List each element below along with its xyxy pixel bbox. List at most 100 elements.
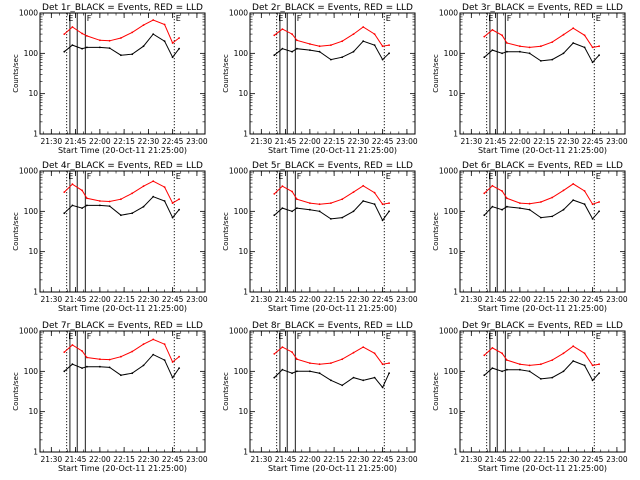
data-point xyxy=(483,35,486,38)
time-marker-label: E xyxy=(386,14,391,23)
time-marker-label: F xyxy=(297,14,302,23)
data-point xyxy=(131,31,134,34)
y-tick-label: 1 xyxy=(453,288,458,297)
time-marker-label: E xyxy=(488,14,493,23)
data-point xyxy=(483,192,486,195)
data-point xyxy=(81,367,83,369)
series-line xyxy=(273,40,390,61)
data-point xyxy=(388,362,390,364)
time-marker-label: E xyxy=(596,14,601,23)
x-tick-label: 21:45 xyxy=(65,137,87,146)
y-tick-label: 1 xyxy=(453,130,458,139)
x-tick-label: 21:45 xyxy=(275,137,297,146)
panel-det-2: Det 2r_BLACK = Events, RED = LLD 1 10 100 10… xyxy=(222,3,418,155)
panel-title: Det 7r_BLACK = Events, RED = LLD xyxy=(42,321,203,331)
data-point xyxy=(528,46,531,49)
y-tick-label: 1 xyxy=(243,448,248,457)
data-point xyxy=(491,49,494,51)
time-marker-label: F xyxy=(297,172,302,181)
data-point xyxy=(506,42,508,44)
x-tick-label: 21:30 xyxy=(41,137,63,146)
data-point xyxy=(142,343,145,346)
series-lld xyxy=(483,27,600,49)
data-point xyxy=(131,212,134,215)
y-tick-label: 1000 xyxy=(439,9,458,18)
data-point xyxy=(528,208,531,211)
plot-frame xyxy=(459,12,626,135)
y-tick-label: 1000 xyxy=(19,9,38,18)
panel-det-5: Det 5r_BLACK = Events, RED = LLD 1 10 100 10… xyxy=(222,161,418,313)
panel-det-8: Det 8r_BLACK = Events, RED = LLD 1 10 100 10… xyxy=(222,321,418,473)
data-point xyxy=(291,372,293,375)
time-marker-label: E xyxy=(278,14,283,23)
time-marker-label: F xyxy=(87,14,92,23)
y-axis-label: Counts/sec xyxy=(12,212,20,251)
data-point xyxy=(120,214,122,217)
data-point xyxy=(309,362,311,364)
data-point xyxy=(341,56,344,59)
series-events xyxy=(273,368,390,389)
data-point xyxy=(491,29,494,31)
data-point xyxy=(483,374,486,377)
time-marker-label: F xyxy=(507,172,512,181)
y-tick-label: 100 xyxy=(444,367,459,376)
plot-frame xyxy=(39,170,206,293)
data-point xyxy=(362,200,365,202)
x-tick-label: 21:45 xyxy=(65,295,87,304)
data-point xyxy=(108,200,111,203)
data-point xyxy=(171,42,174,44)
y-tick-label: 1 xyxy=(33,288,38,297)
y-axis-label: Counts/sec xyxy=(12,54,20,93)
data-point xyxy=(86,356,88,359)
x-tick-label: 22:00 xyxy=(299,137,321,146)
x-tick-label: 22:30 xyxy=(348,295,370,304)
data-point xyxy=(352,210,355,213)
data-point xyxy=(309,202,311,205)
data-point xyxy=(528,52,531,55)
data-point xyxy=(171,361,174,363)
series-lld xyxy=(63,180,181,205)
data-point xyxy=(163,359,166,361)
panel-det-7: Det 7r_BLACK = Events, RED = LLD 1 10 100 10… xyxy=(12,321,208,473)
x-tick-label: 22:00 xyxy=(509,455,531,464)
time-marker-label: E xyxy=(68,172,73,181)
x-axis-label: Start Time (20-Oct-11 21:25:00) xyxy=(268,146,397,155)
data-point xyxy=(598,372,600,375)
x-axis-label: Start Time (20-Oct-11 21:25:00) xyxy=(58,146,187,155)
data-point xyxy=(99,39,101,42)
data-point xyxy=(131,192,134,195)
data-point xyxy=(572,360,575,362)
series-events xyxy=(483,42,600,64)
data-point xyxy=(501,52,503,55)
data-point xyxy=(598,363,600,366)
data-point xyxy=(281,368,284,371)
series-line xyxy=(273,346,390,365)
data-point xyxy=(491,347,494,349)
data-point xyxy=(71,44,74,46)
data-point xyxy=(551,376,554,379)
x-tick-label: 23:00 xyxy=(186,137,208,146)
y-tick-label: 10 xyxy=(238,247,248,256)
data-point xyxy=(388,372,390,375)
panel-det-6: Det 6r_BLACK = Events, RED = LLD 1 10 100 10… xyxy=(432,161,628,313)
x-tick-label: 21:45 xyxy=(65,455,87,464)
data-point xyxy=(491,205,494,208)
data-point xyxy=(540,363,542,366)
data-point xyxy=(330,58,332,61)
time-marker-label: E xyxy=(278,172,283,181)
data-point xyxy=(71,183,74,186)
x-tick-label: 22:30 xyxy=(138,455,160,464)
data-point xyxy=(562,33,565,36)
time-marker-label: E xyxy=(488,172,493,181)
data-point xyxy=(551,58,554,61)
y-tick-label: 1000 xyxy=(439,327,458,336)
data-point xyxy=(501,190,503,192)
data-point xyxy=(318,363,321,366)
data-point xyxy=(519,368,521,371)
series-lld xyxy=(63,19,181,44)
data-point xyxy=(273,214,276,217)
data-point xyxy=(591,46,594,49)
x-tick-label: 22:00 xyxy=(89,295,111,304)
data-point xyxy=(309,370,311,373)
